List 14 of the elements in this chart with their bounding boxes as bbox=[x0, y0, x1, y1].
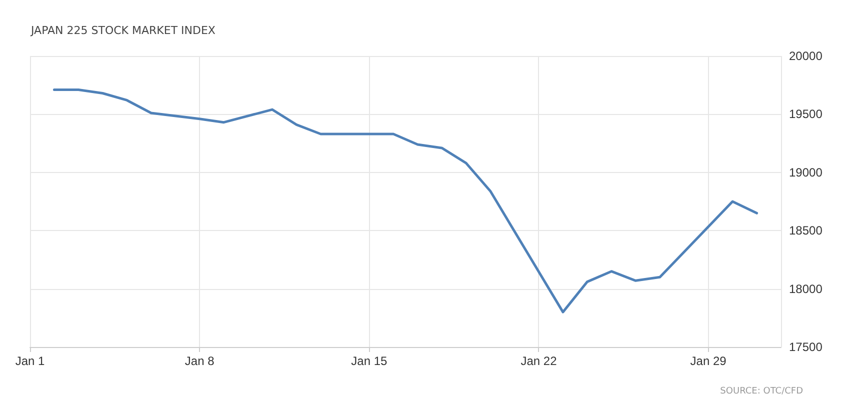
line-series bbox=[52, 88, 758, 314]
y-tick-label: 18500 bbox=[789, 224, 823, 238]
y-tick-label: 18000 bbox=[789, 282, 823, 296]
x-tick-label: Jan 8 bbox=[184, 354, 215, 368]
y-tick-label: 20000 bbox=[789, 49, 823, 63]
x-tick-label: Jan 15 bbox=[351, 354, 388, 368]
x-tick-label: Jan 1 bbox=[15, 354, 45, 368]
x-tick-label: Jan 22 bbox=[520, 354, 558, 368]
source-note: SOURCE: OTC/CFD bbox=[720, 386, 804, 396]
y-tick-label: 19000 bbox=[789, 165, 823, 180]
x-tick-label: Jan 29 bbox=[690, 354, 727, 368]
chart-title: JAPAN 225 STOCK MARKET INDEX bbox=[30, 24, 216, 37]
y-tick-label: 19500 bbox=[789, 107, 823, 122]
y-tick-label: 17500 bbox=[789, 340, 823, 354]
